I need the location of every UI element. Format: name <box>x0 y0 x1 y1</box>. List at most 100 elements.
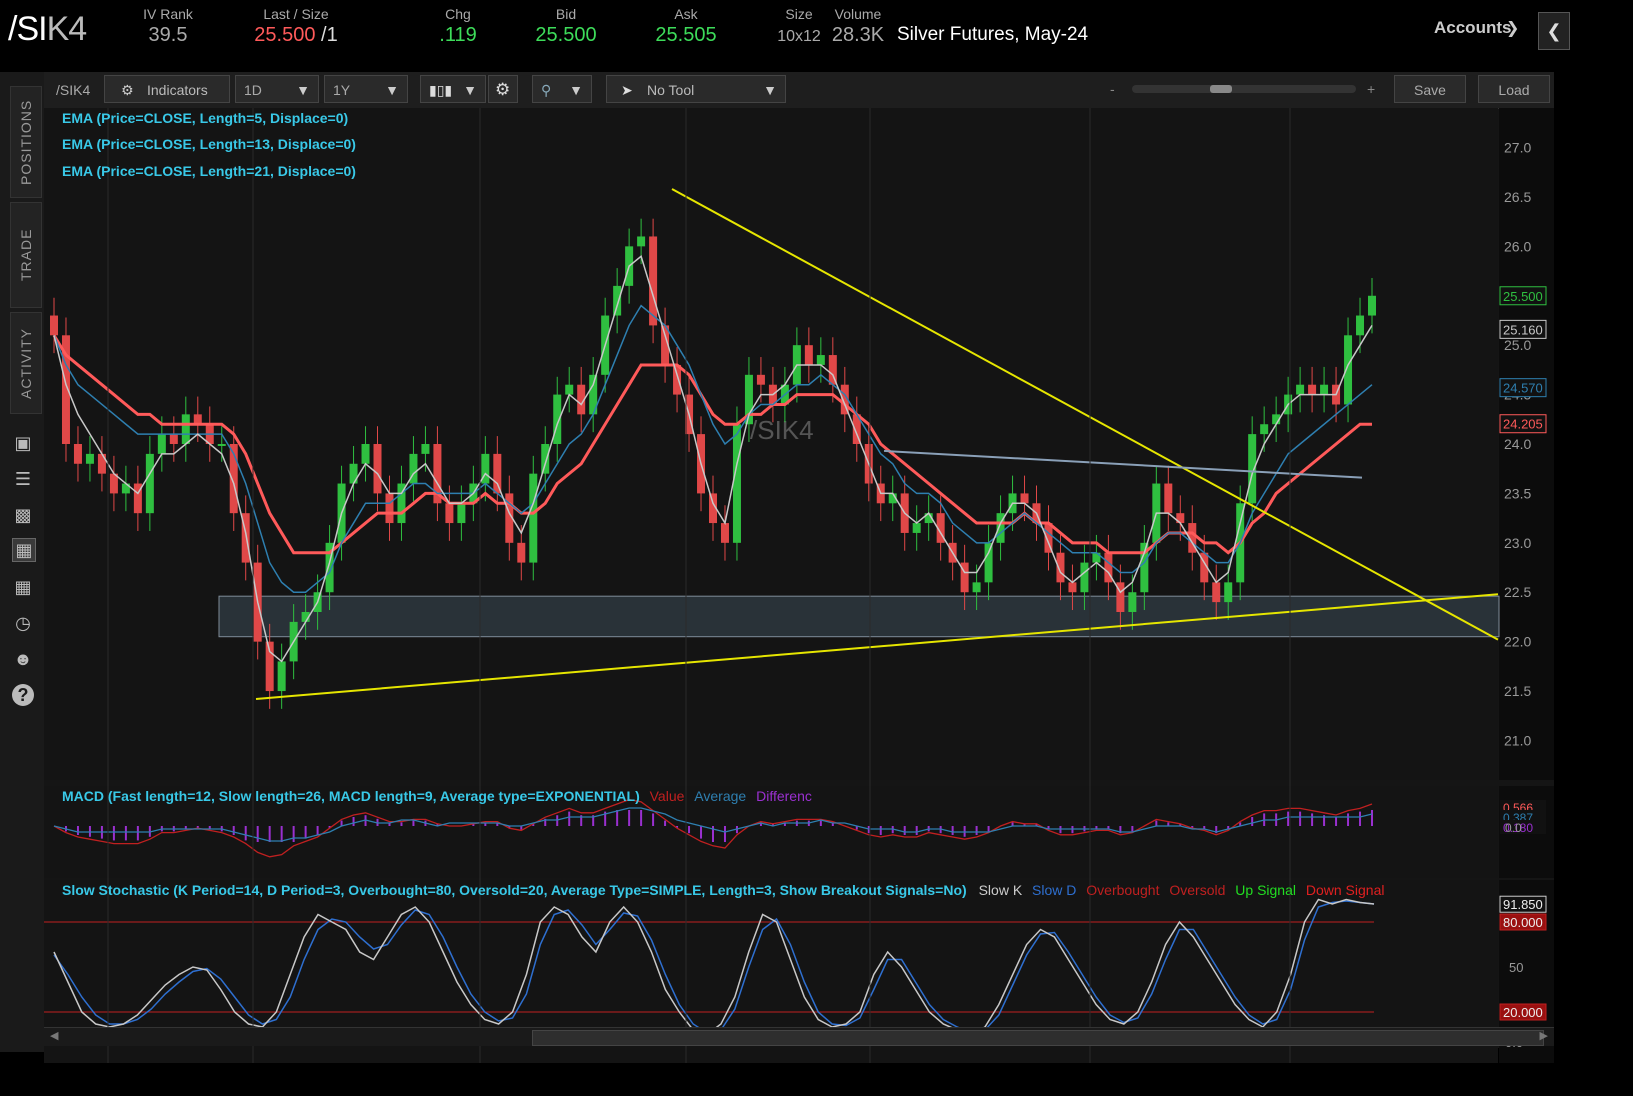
candle-body <box>912 523 921 533</box>
candle-body <box>541 444 550 474</box>
chart-settings-button[interactable]: ⚙ <box>488 75 518 103</box>
scroll-left-icon[interactable]: ◀ <box>50 1030 59 1042</box>
scrollbar-thumb[interactable] <box>532 1030 1544 1046</box>
candle-body <box>1188 523 1197 553</box>
chevron-down-icon: ▼ <box>569 82 583 98</box>
stoch-legend-up-signal: Up Signal <box>1235 882 1296 898</box>
stoch-badge <box>1499 1003 1547 1021</box>
candle-body <box>960 562 969 593</box>
quote-value: .119 <box>439 24 477 46</box>
tool-select[interactable]: ➤ No Tool ▼ <box>606 75 786 103</box>
candle-body <box>1056 552 1065 583</box>
symbol-contract: K4 <box>46 10 88 48</box>
candle-body <box>756 374 765 385</box>
scroll-right-icon[interactable]: ▶ <box>1539 1030 1548 1042</box>
macd-legend-average: Average <box>694 788 747 804</box>
candle-body <box>732 424 741 543</box>
price-axis-bg <box>1499 108 1554 780</box>
drawing-tools-select[interactable]: ⚲ ▼ <box>532 75 592 103</box>
zoom-out-button[interactable]: - <box>1110 81 1115 97</box>
study-label-ema21[interactable]: EMA (Price=CLOSE, Length=21, Displace=0) <box>62 163 356 179</box>
tab-trade[interactable]: TRADE <box>10 202 42 308</box>
candle-body <box>816 355 825 365</box>
candle-body <box>373 444 382 494</box>
price-tick-label: 22.5 <box>1504 584 1531 600</box>
price-tick-label: 24.0 <box>1504 436 1531 452</box>
candle-body <box>1104 552 1113 583</box>
interval-select[interactable]: 1D ▼ <box>235 75 319 103</box>
grid-icon[interactable]: ▦ <box>14 577 32 597</box>
candle-body <box>577 384 586 415</box>
descending-trendline <box>671 188 1499 641</box>
candle-body <box>73 444 82 464</box>
ema5-line <box>53 254 1373 663</box>
stoch-legend-down-signal: Down Signal <box>1305 882 1385 898</box>
chart-grid-icon[interactable]: ▦ <box>12 538 36 562</box>
list-icon[interactable]: ☰ <box>14 469 32 489</box>
candle-body <box>589 374 598 415</box>
candle-body <box>1356 315 1365 336</box>
candle-body <box>1080 562 1089 593</box>
load-button[interactable]: Load <box>1478 75 1550 103</box>
stoch-study-label[interactable]: Slow Stochastic (K Period=14, D Period=3… <box>62 882 1384 898</box>
tab-positions[interactable]: POSITIONS <box>10 86 42 198</box>
candle-body <box>349 463 358 484</box>
candle-body <box>661 325 670 365</box>
chevron-down-icon[interactable]: ❯ <box>1506 20 1520 37</box>
candle-body <box>804 345 813 365</box>
price-tick-label: 25.0 <box>1504 337 1531 353</box>
indicators-button[interactable]: ⚙ Indicators <box>104 75 230 103</box>
stoch-legend-k: Slow K <box>978 882 1023 898</box>
chevron-down-icon: ▼ <box>385 82 399 98</box>
candle-body <box>169 434 178 444</box>
chart-style-select[interactable]: ▮▯▮ ▼ <box>420 75 486 103</box>
candle-body <box>325 542 334 593</box>
range-select[interactable]: 1Y ▼ <box>324 75 408 103</box>
instrument-description: Silver Futures, May-24 <box>897 24 1089 45</box>
candle-body <box>241 513 250 563</box>
candle-body <box>409 453 418 484</box>
study-label-ema13[interactable]: EMA (Price=CLOSE, Length=13, Displace=0) <box>62 136 356 152</box>
candle-body <box>744 374 753 425</box>
candle-body <box>493 453 502 494</box>
candle-body <box>145 453 154 514</box>
candle-body <box>996 513 1005 543</box>
candle-body <box>1320 384 1329 395</box>
candle-body <box>1164 483 1173 514</box>
candle-body <box>421 444 430 454</box>
price-chart[interactable]: /SIK427.026.526.025.525.024.524.023.523.… <box>44 108 1554 1063</box>
monitor-icon[interactable]: ▣ <box>14 433 32 453</box>
people-icon[interactable]: ☻ <box>13 649 33 669</box>
candle-body <box>649 236 658 326</box>
collapse-panel-button[interactable]: ❮ <box>1538 12 1570 50</box>
macd-study-label[interactable]: MACD (Fast length=12, Slow length=26, MA… <box>62 788 812 804</box>
candle-body <box>984 542 993 583</box>
candle-body <box>972 582 981 593</box>
candlestick-icon: ▮▯▮ <box>429 82 453 98</box>
candle-body <box>924 513 933 524</box>
tab-activity[interactable]: ACTIVITY <box>10 312 42 414</box>
symbol-main: /SI <box>8 10 48 48</box>
symbol-label[interactable]: /SIK4 <box>8 10 88 49</box>
candle-body <box>265 641 274 692</box>
price-badge-label: 24.205 <box>1503 417 1543 432</box>
candle-body <box>1020 493 1029 504</box>
horizontal-scrollbar[interactable]: ◀ ▶ <box>44 1027 1554 1046</box>
candle-body <box>720 523 729 543</box>
study-label-ema5[interactable]: EMA (Price=CLOSE, Length=5, Displace=0) <box>62 110 349 126</box>
candle-body <box>673 364 682 395</box>
zoom-slider[interactable] <box>1132 85 1356 93</box>
save-button[interactable]: Save <box>1394 75 1466 103</box>
tv-icon[interactable]: ▩ <box>14 505 32 525</box>
gauge-icon[interactable]: ◷ <box>15 613 31 633</box>
help-icon[interactable]: ? <box>12 684 34 706</box>
accounts-menu[interactable]: Accounts <box>1434 18 1512 37</box>
candle-body <box>433 444 442 504</box>
price-tick-label: 27.0 <box>1504 140 1531 156</box>
zoom-slider-handle[interactable] <box>1210 85 1232 93</box>
macd-badge-label: 0.180 <box>1503 821 1533 835</box>
chart-symbol: /SIK4 <box>56 82 91 98</box>
price-badge <box>1499 286 1547 306</box>
zoom-in-button[interactable]: + <box>1367 81 1376 97</box>
candle-body <box>193 414 202 425</box>
